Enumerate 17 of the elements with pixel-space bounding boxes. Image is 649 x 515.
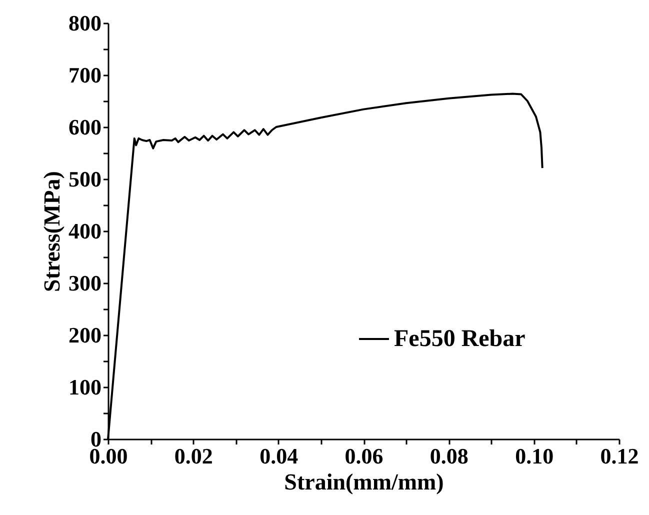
- x-tick-label: 0.08: [430, 444, 468, 468]
- y-tick-label: 600: [68, 114, 102, 140]
- x-tick-label: 0.12: [600, 444, 639, 468]
- x-tick-label: 0.04: [260, 444, 298, 468]
- y-tick-label: 500: [68, 166, 102, 192]
- x-tick-label: 0.10: [515, 444, 554, 468]
- y-tick-label: 300: [68, 270, 102, 296]
- x-axis-title: Strain(mm/mm): [284, 470, 444, 494]
- y-tick-label: 200: [68, 322, 102, 348]
- y-tick-label: 800: [68, 10, 102, 36]
- y-axis-title: Stress(MPa): [40, 171, 64, 292]
- y-tick-label: 700: [68, 62, 102, 88]
- y-tick-label: 100: [68, 374, 102, 400]
- x-tick-label: 0.06: [344, 444, 384, 468]
- x-tick-label: 0.02: [174, 444, 213, 468]
- legend-label: Fe550 Rebar: [394, 326, 526, 352]
- y-tick-label: 400: [68, 218, 102, 244]
